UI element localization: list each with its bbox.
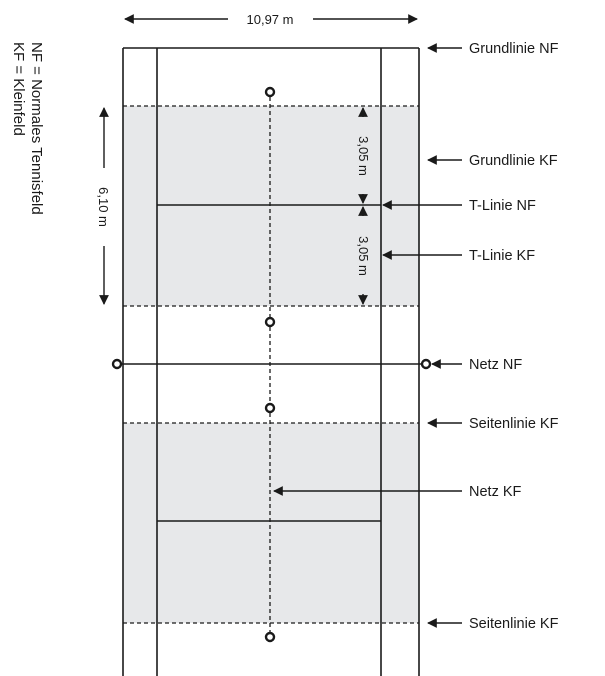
seitenlinie-kf-lower-label: Seitenlinie KF: [469, 616, 559, 632]
t-linie-nf-label: T-Linie NF: [469, 198, 536, 214]
net-post-marker-right: [420, 358, 432, 370]
net-post-marker-top: [264, 86, 276, 98]
legend-line-kf: KF = Kleinfeld: [10, 42, 27, 136]
net-post-marker-bottom: [264, 631, 276, 643]
segment-lower-label: 3,05 m: [356, 236, 371, 276]
kleinfeld-upper-area: [123, 106, 419, 306]
net-post-marker-upper: [264, 316, 276, 328]
net-post-marker-left: [111, 358, 123, 370]
seitenlinie-kf-upper-label: Seitenlinie KF: [469, 416, 559, 432]
segment-upper-label: 3,05 m: [356, 136, 371, 176]
width-dimension-label: 10,97 m: [247, 12, 294, 27]
height-dimension-label: 6,10 m: [96, 187, 111, 227]
t-linie-kf-label: T-Linie KF: [469, 248, 535, 264]
net-post-marker-lower: [264, 402, 276, 414]
grundlinie-nf-label: Grundlinie NF: [469, 41, 559, 57]
kleinfeld-lower-area: [123, 423, 419, 623]
netz-kf-label: Netz KF: [469, 484, 522, 500]
legend-line-nf: NF = Normales Tennisfeld: [28, 42, 45, 215]
grundlinie-kf-label: Grundlinie KF: [469, 153, 558, 169]
netz-nf-label: Netz NF: [469, 357, 522, 373]
